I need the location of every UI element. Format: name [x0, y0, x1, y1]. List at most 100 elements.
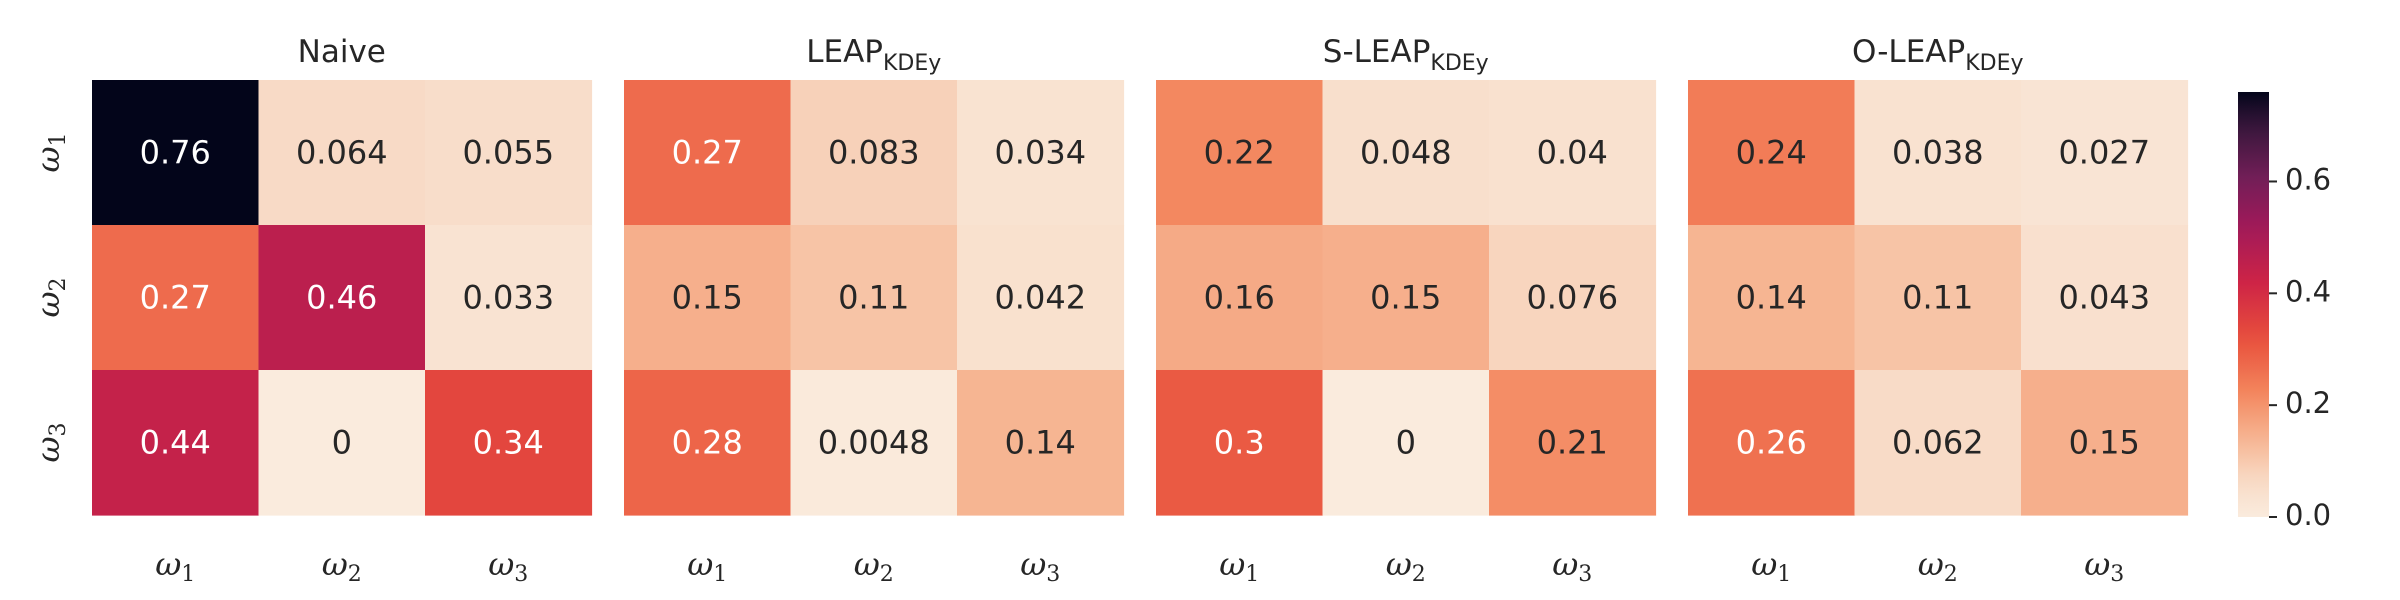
heatmap-cell — [957, 80, 1125, 226]
cell-value-label: 0.34 — [473, 424, 544, 462]
heatmap-cell — [258, 225, 426, 371]
heatmap-cell — [2021, 370, 2189, 516]
cell-value-label: 0.15 — [2069, 424, 2140, 462]
cell-value-label: 0.043 — [2058, 279, 2150, 317]
cell-value-label: 0.21 — [1537, 424, 1608, 462]
cell-value-label: 0.11 — [838, 279, 909, 317]
cell-value-label: 0.24 — [1736, 134, 1807, 172]
cell-value-label: 0.064 — [296, 134, 388, 172]
cell-value-label: 0.034 — [994, 134, 1086, 172]
panel-title: O-LEAPKDEy — [1852, 34, 2024, 76]
heatmap-cell — [2021, 225, 2189, 371]
colorbar-tick-label: 0.2 — [2285, 386, 2331, 420]
x-tick-label: ω1 — [1751, 545, 1791, 588]
x-tick-label: ω3 — [1020, 545, 1060, 588]
heatmap-cell — [2021, 80, 2189, 226]
x-tick-label: ω1 — [155, 545, 195, 588]
cell-value-label: 0.076 — [1526, 279, 1618, 317]
heatmap-cell — [1688, 225, 1856, 371]
heatmap-cell — [1489, 370, 1657, 516]
cell-value-label: 0.0048 — [818, 424, 930, 462]
cell-value-label: 0.14 — [1736, 279, 1807, 317]
heatmap-cell — [425, 80, 593, 226]
cell-value-label: 0.048 — [1360, 134, 1452, 172]
panel-title: LEAPKDEy — [806, 34, 941, 76]
x-tick-label: ω3 — [488, 545, 528, 588]
x-tick-label: ω2 — [1918, 545, 1958, 588]
heatmap-cell — [92, 225, 260, 371]
y-axis: ω1 ω2 ω3 — [29, 132, 72, 462]
cell-value-label: 0.27 — [140, 279, 211, 317]
panel-title: S-LEAPKDEy — [1323, 34, 1489, 76]
heatmap-cell — [624, 370, 792, 516]
cell-value-label: 0.27 — [672, 134, 743, 172]
x-tick-label: ω3 — [1552, 545, 1592, 588]
y-tick-label: ω3 — [29, 422, 72, 462]
heatmap-cell — [1322, 370, 1490, 516]
colorbar-gradient — [2238, 92, 2269, 517]
cell-value-label: 0.28 — [672, 424, 743, 462]
panel-title: Naive — [298, 34, 386, 70]
cell-value-label: 0 — [332, 424, 352, 462]
heatmap-cell — [1489, 225, 1657, 371]
cell-value-label: 0.038 — [1892, 134, 1984, 172]
heatmap-cell — [1322, 225, 1490, 371]
cell-value-label: 0.16 — [1204, 279, 1275, 317]
heatmap-cell — [1156, 370, 1324, 516]
heatmap-cell — [957, 225, 1125, 371]
heatmap-cell — [624, 225, 792, 371]
x-tick-label: ω2 — [322, 545, 362, 588]
heatmap-cell — [790, 80, 958, 226]
cell-value-label: 0.11 — [1902, 279, 1973, 317]
x-tick-label: ω2 — [854, 545, 894, 588]
cell-value-label: 0.76 — [140, 134, 211, 172]
cell-value-label: 0.3 — [1214, 424, 1265, 462]
heatmap-cell — [1854, 225, 2022, 371]
cell-value-label: 0.46 — [306, 279, 377, 317]
heatmap-cell — [92, 370, 260, 516]
cell-value-label: 0.062 — [1892, 424, 1984, 462]
heatmap-cell — [1688, 370, 1856, 516]
y-tick-label: ω2 — [29, 277, 72, 317]
cell-value-label: 0.26 — [1736, 424, 1807, 462]
heatmap-cell — [92, 80, 260, 226]
heatmap-cell — [1322, 80, 1490, 226]
heatmap-cell — [1156, 225, 1324, 371]
heatmap-panels: Naive 0.76 0.064 0.055 0.27 0.46 0.033 0.44 0 0.3… — [92, 34, 2189, 588]
cell-value-label: 0.14 — [1005, 424, 1076, 462]
x-tick-label: ω1 — [1219, 545, 1259, 588]
x-tick-label: ω2 — [1386, 545, 1426, 588]
colorbar-tick-label: 0.6 — [2285, 162, 2331, 196]
colorbar: 0.0 0.2 0.4 0.6 — [2238, 92, 2331, 532]
heatmap-cell — [957, 370, 1125, 516]
heatmap-cell — [425, 370, 593, 516]
cell-value-label: 0.15 — [672, 279, 743, 317]
heatmap-cell — [1156, 80, 1324, 226]
cell-value-label: 0.04 — [1537, 134, 1608, 172]
cell-value-label: 0 — [1396, 424, 1416, 462]
heatmap-cell — [790, 225, 958, 371]
heatmap-cell — [790, 370, 958, 516]
y-tick-label: ω1 — [29, 132, 72, 172]
heatmap-cell — [1854, 370, 2022, 516]
heatmap-panel: S-LEAPKDEy 0.22 0.048 0.04 0.16 0.15 0.076 0.3 0… — [1156, 34, 1657, 588]
cell-value-label: 0.15 — [1370, 279, 1441, 317]
heatmap-cell — [1854, 80, 2022, 226]
heatmap-cell — [258, 80, 426, 226]
x-tick-label: ω3 — [2084, 545, 2124, 588]
heatmap-panel: Naive 0.76 0.064 0.055 0.27 0.46 0.033 0.44 0 0.3… — [92, 34, 593, 588]
cell-value-label: 0.083 — [828, 134, 920, 172]
colorbar-tick-label: 0.0 — [2285, 498, 2331, 532]
cell-value-label: 0.055 — [462, 134, 554, 172]
cell-value-label: 0.042 — [994, 279, 1086, 317]
colorbar-tick-label: 0.4 — [2285, 274, 2331, 308]
heatmap-cell — [425, 225, 593, 371]
heatmap-panel: O-LEAPKDEy 0.24 0.038 0.027 0.14 0.11 0.043 0.2… — [1688, 34, 2189, 588]
cell-value-label: 0.027 — [2058, 134, 2150, 172]
x-tick-label: ω1 — [687, 545, 727, 588]
heatmap-cell — [624, 80, 792, 226]
heatmap-panel: LEAPKDEy 0.27 0.083 0.034 0.15 0.11 0.042 0.28 0… — [624, 34, 1125, 588]
heatmap-cell — [258, 370, 426, 516]
heatmap-cell — [1688, 80, 1856, 226]
